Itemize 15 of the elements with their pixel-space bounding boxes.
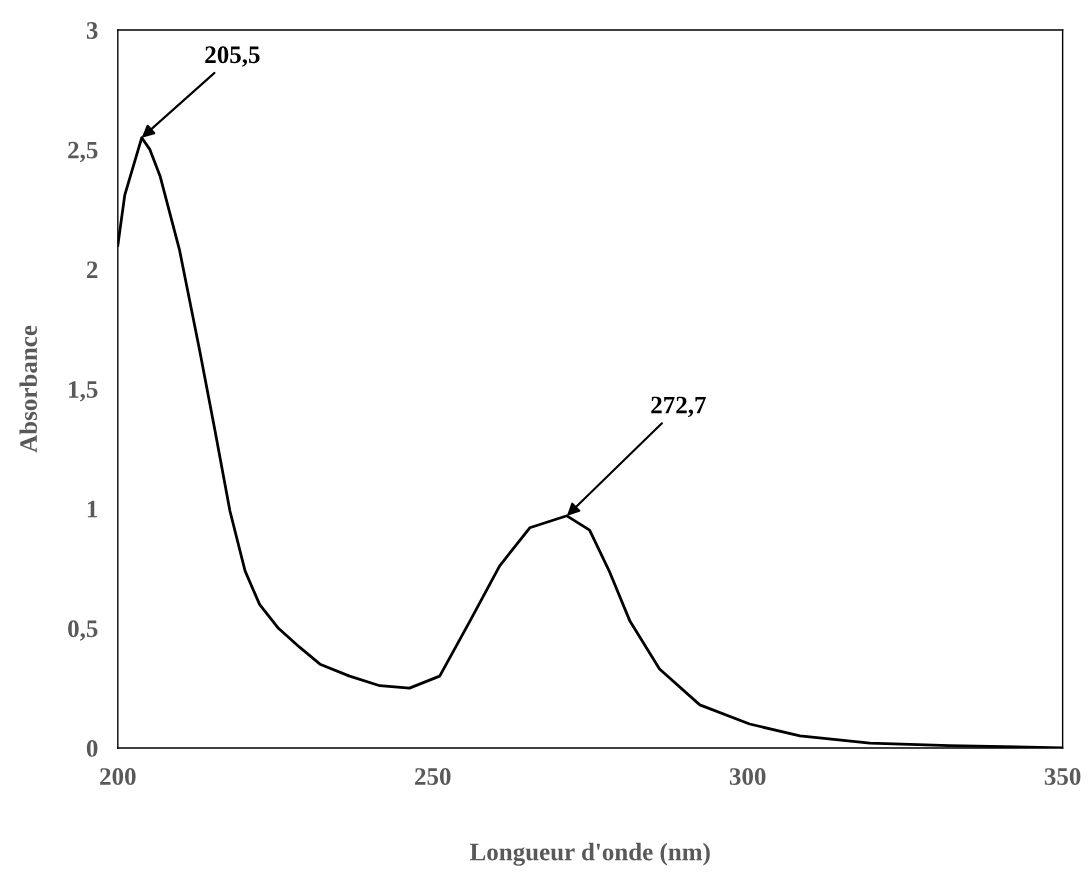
x-axis-title: Longueur d'onde (nm) (470, 842, 710, 866)
x-tick-label: 350 (1044, 768, 1081, 785)
x-tick-label: 200 (100, 768, 136, 785)
y-axis-title: Absorbance (19, 325, 38, 453)
annotation: 272,7 (651, 396, 706, 418)
y-tick-label: 0 (86, 739, 98, 757)
y-tick-label: 1,5 (69, 381, 98, 402)
y-tick-label: 2,5 (68, 141, 98, 163)
x-tick-label: 300 (729, 768, 766, 785)
annotation: 205,5 (205, 46, 260, 67)
y-tick-label: 3 (86, 22, 98, 39)
y-tick-label: 2 (86, 261, 98, 278)
y-tick-label: 1 (87, 500, 98, 518)
x-tick-label: 250 (415, 768, 451, 785)
y-tick-label: 0,5 (68, 620, 98, 641)
